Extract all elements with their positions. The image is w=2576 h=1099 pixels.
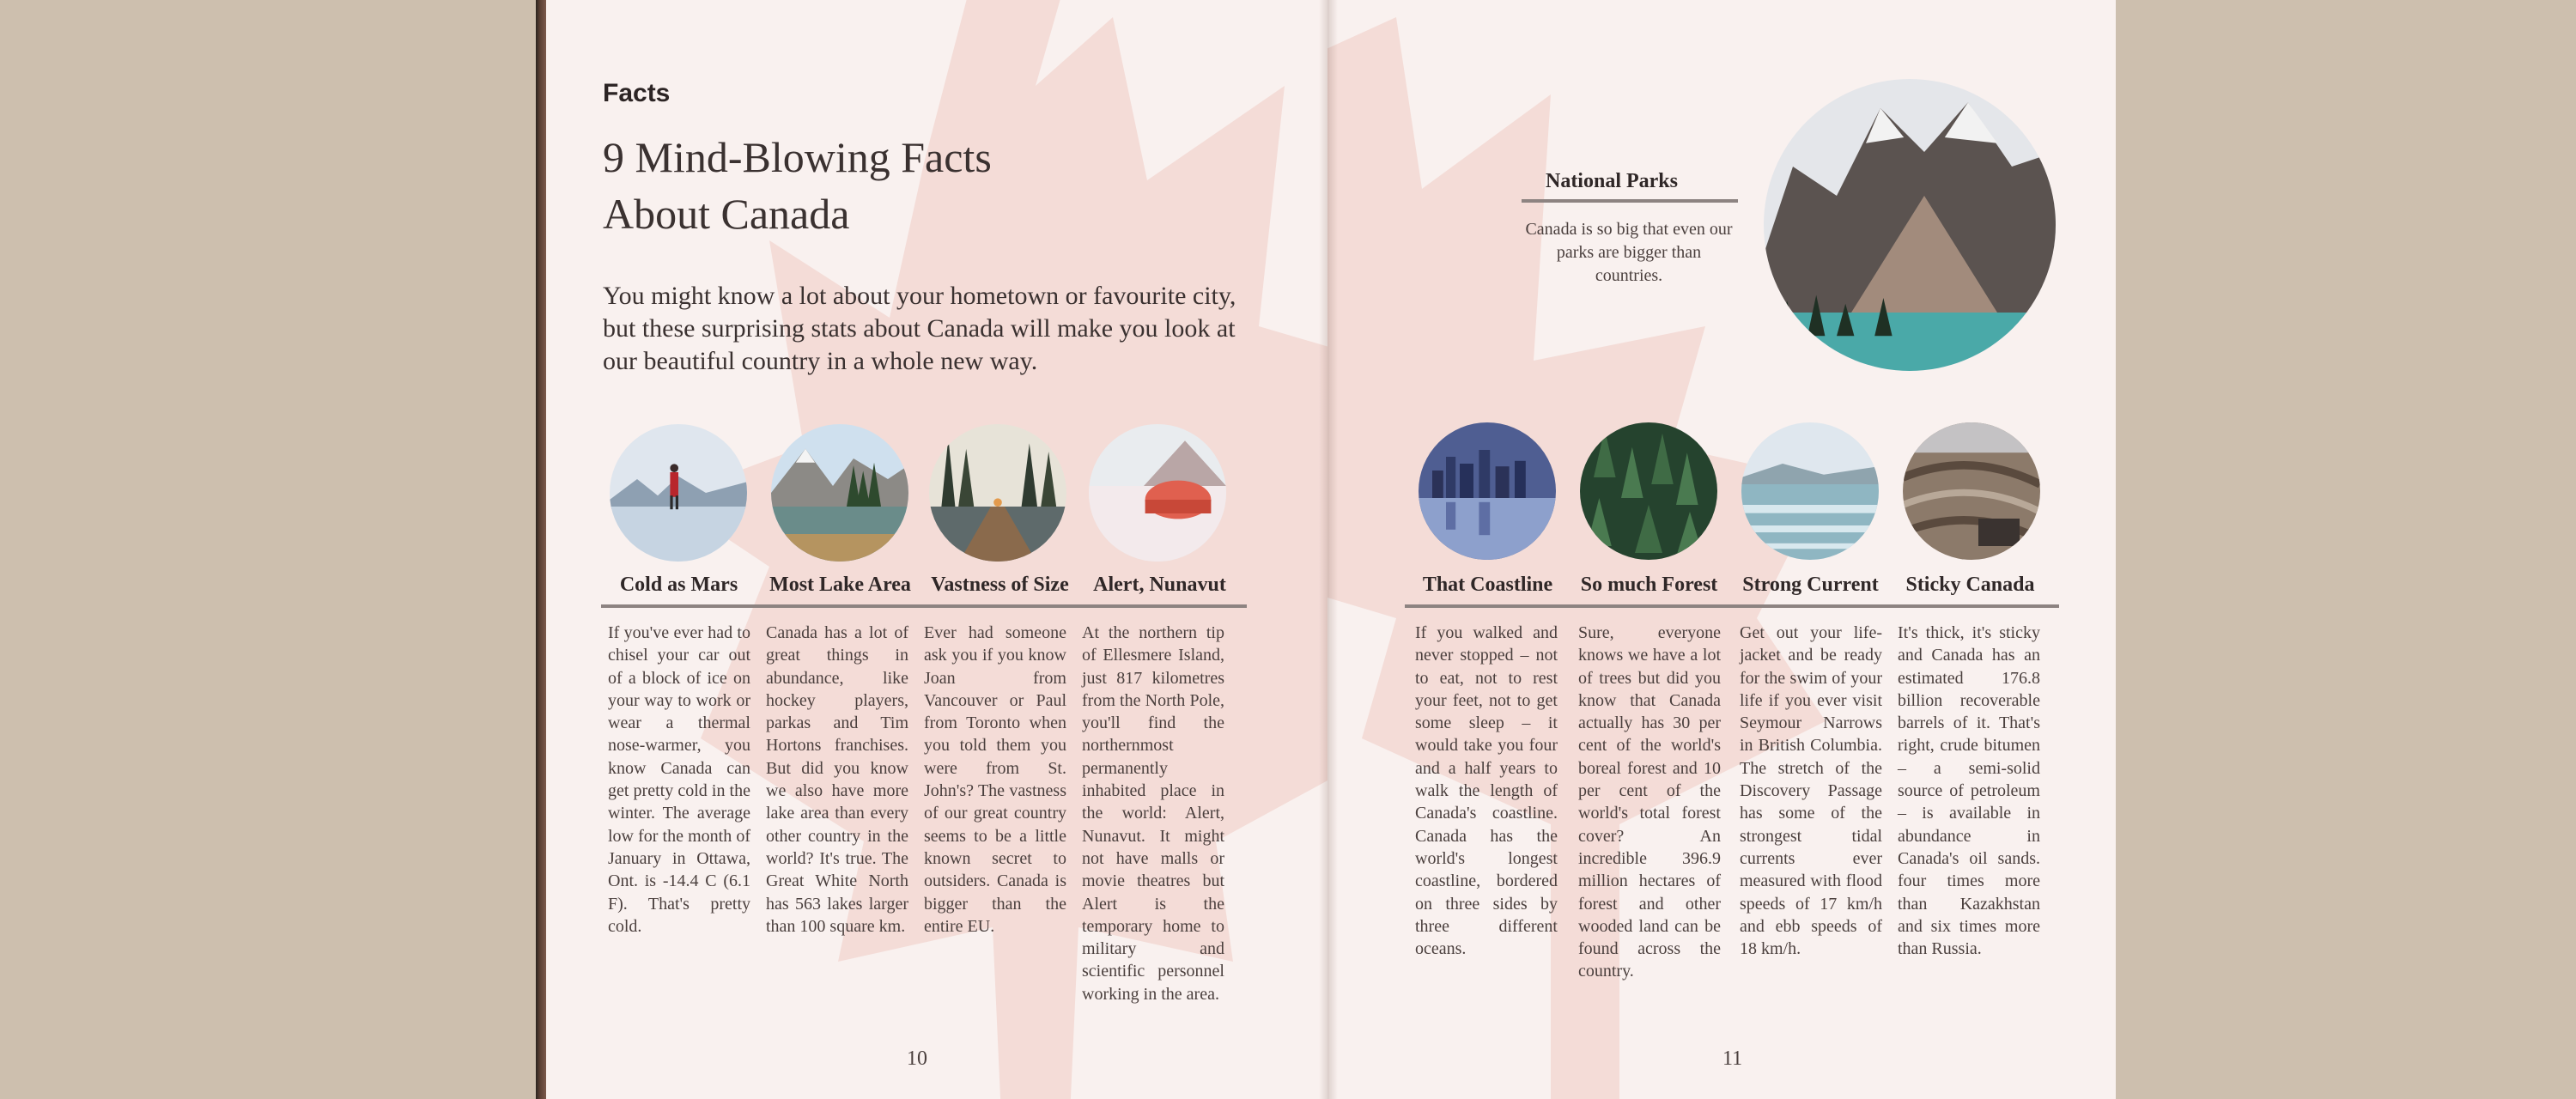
page-number: 11: [1722, 1047, 1743, 1070]
fact-title-sticky-canada: Sticky Canada: [1905, 574, 2035, 596]
snow-tent-photo-icon: [1089, 424, 1226, 562]
pine-forest-aerial-photo-icon: [1580, 422, 1717, 560]
fact-body-strong-current: Get out your life-jacket and be ready fo…: [1740, 623, 1882, 959]
fact-title-most-lake-area: Most Lake Area: [769, 574, 911, 596]
page-number: 10: [907, 1047, 927, 1070]
ocean-waves-photo-icon: [1741, 422, 1879, 560]
fact-title-cold-as-mars: Cold as Mars: [619, 574, 738, 596]
fact-title-so-much-forest: So much Forest: [1580, 574, 1718, 596]
fact-title-strong-current: Strong Current: [1742, 574, 1879, 596]
fact-title-vastness-of-size: Vastness of Size: [931, 574, 1069, 596]
maple-leaf-watermark-right: [1327, 0, 1826, 1099]
section-label: Facts: [603, 79, 671, 107]
page-headline: 9 Mind-Blowing Facts About Canada: [603, 129, 1084, 242]
forest-boardwalk-photo-icon: [929, 424, 1066, 562]
fact-body-most-lake-area: Canada has a lot of great things in abun…: [766, 623, 908, 936]
oil-sands-aerial-photo-icon: [1903, 422, 2040, 560]
national-parks-text: Canada is so big that even our parks are…: [1525, 220, 1733, 285]
mountain-lake-national-park-photo-icon: [1764, 79, 2056, 371]
headline-line-2: About Canada: [603, 190, 850, 238]
fact-title-that-coastline: That Coastline: [1422, 574, 1553, 596]
fact-body-that-coastline: If you walked and never stopped – not to…: [1415, 623, 1558, 959]
fact-body-so-much-forest: Sure, everyone knows we have a lot of tr…: [1578, 623, 1721, 981]
column-rule-left: [601, 604, 1247, 608]
city-skyline-reflection-photo-icon: [1419, 422, 1556, 560]
fact-body-alert-nunavut: At the northern tip of Ellesmere Island,…: [1082, 623, 1224, 1004]
national-parks-title: National Parks: [1545, 170, 1678, 192]
right-page: National Parks Canada is so big that eve…: [1327, 0, 2116, 1099]
headline-line-1: 9 Mind-Blowing Facts: [603, 133, 992, 181]
left-page: Facts 9 Mind-Blowing Facts About Canada …: [546, 0, 1327, 1099]
book-spine-edge: [536, 0, 546, 1099]
fact-body-cold-as-mars: If you've ever had to chisel your car ou…: [608, 623, 750, 936]
fact-body-sticky-canada: It's thick, it's sticky and Canada has a…: [1898, 623, 2040, 959]
fact-title-alert-nunavut: Alert, Nunavut: [1093, 574, 1226, 596]
column-rule-right: [1405, 604, 2059, 608]
intro-paragraph: You might know a lot about your hometown…: [603, 282, 1236, 375]
mountain-lake-photo-icon: [771, 424, 908, 562]
book-gutter-shadow: [1319, 0, 1338, 1099]
fact-body-vastness-of-size: Ever had someone ask you if you know Joa…: [924, 623, 1066, 936]
national-parks-rule: [1522, 199, 1738, 203]
icy-lake-hiker-photo-icon: [610, 424, 747, 562]
